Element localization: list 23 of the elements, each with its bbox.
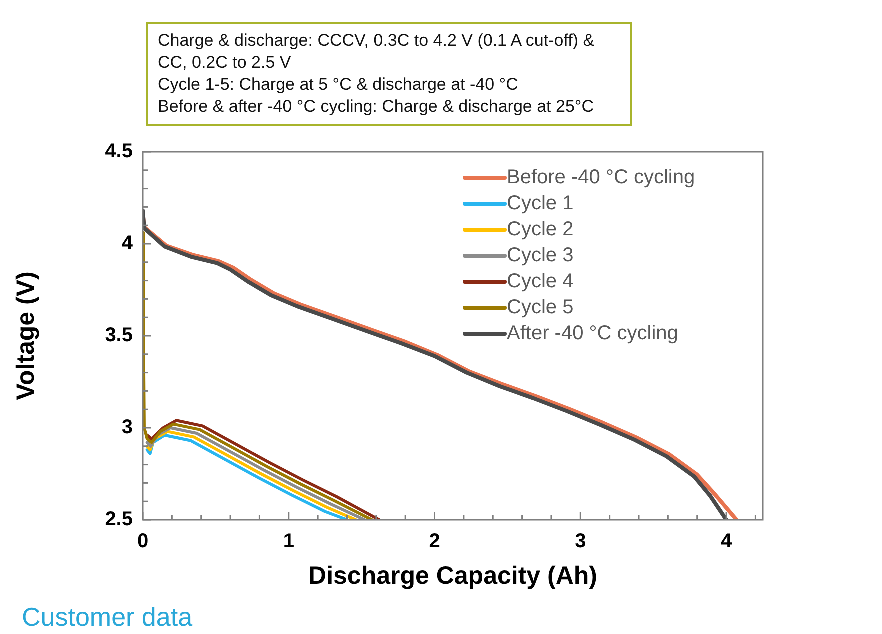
x-tick-label: 3: [575, 530, 586, 553]
legend-label: Before -40 °C cycling: [507, 166, 696, 189]
y-tick-label: 3: [122, 416, 133, 439]
legend-label: Cycle 4: [507, 270, 574, 293]
text: Cycle 1-5: Charge at 5 °C & discharge at -40 °C: [158, 74, 520, 96]
y-axis-title: Voltage (V): [12, 272, 40, 400]
text: Charge & discharge: CCCV, 0.3C to 4.2 V (0.1 A cut-off) & CC, 0.2C to 2.5 V: [158, 30, 596, 74]
x-tick-label: 4: [720, 530, 733, 553]
legend-label: Cycle 5: [507, 296, 574, 319]
y-tick-label: 3.5: [105, 324, 133, 347]
legend-label: After -40 °C cycling: [507, 322, 678, 345]
y-tick-label: 2.5: [105, 508, 133, 531]
y-tick-label: 4: [122, 232, 134, 255]
legend-label: Cycle 1: [507, 192, 574, 215]
x-tick-label: 2: [429, 530, 440, 553]
x-tick-label: 0: [137, 530, 149, 553]
x-tick-label: 1: [283, 530, 294, 553]
text: Before & after -40 °C cycling: Charge & discharge at 25°C: [158, 96, 595, 118]
y-tick-label: 4.5: [105, 140, 133, 163]
legend-label: Cycle 3: [507, 244, 574, 267]
text: Customer data: [22, 602, 193, 633]
legend-label: Cycle 2: [507, 218, 574, 241]
x-axis-title: Discharge Capacity (Ah): [308, 562, 598, 590]
